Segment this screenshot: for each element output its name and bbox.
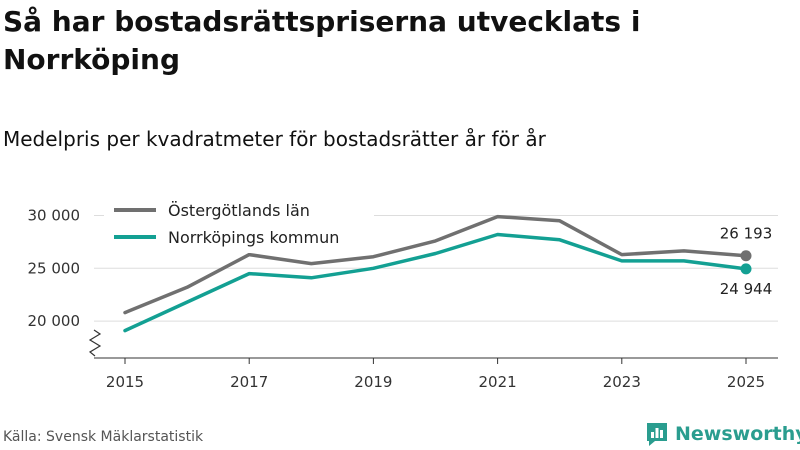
series-end-point-0 — [740, 250, 752, 262]
bar-chart-logo-icon — [647, 423, 667, 446]
x-tick-label: 2025 — [727, 373, 765, 391]
x-tick-label: 2015 — [106, 373, 144, 391]
y-tick-label: 20 000 — [28, 312, 81, 330]
axis-break-icon — [88, 329, 102, 357]
legend-background — [104, 197, 374, 253]
brand-logo[interactable]: Newsworthy — [645, 420, 800, 448]
y-tick-label: 25 000 — [28, 259, 81, 277]
legend-label-0: Östergötlands län — [168, 201, 310, 220]
brand-name: Newsworthy — [675, 423, 800, 445]
chart-title: Så har bostadsrättspriserna utvecklats i… — [3, 5, 641, 76]
source-note: Källa: Svensk Mäklarstatistik — [3, 429, 204, 445]
x-tick-label: 2019 — [354, 373, 392, 391]
x-tick-label: 2017 — [230, 373, 268, 391]
x-tick-label: 2021 — [479, 373, 517, 391]
series-end-label-1: 24 944 — [720, 280, 773, 298]
series-line-1 — [123, 232, 748, 333]
legend-label-1: Norrköpings kommun — [168, 228, 339, 247]
y-tick-label: 30 000 — [28, 207, 81, 225]
series-line-0 — [123, 214, 748, 315]
x-tick-label: 2023 — [603, 373, 641, 391]
series-end-label-0: 26 193 — [720, 225, 773, 243]
series-end-point-1 — [740, 263, 752, 275]
chart-subtitle: Medelpris per kvadratmeter för bostadsrä… — [3, 127, 546, 151]
